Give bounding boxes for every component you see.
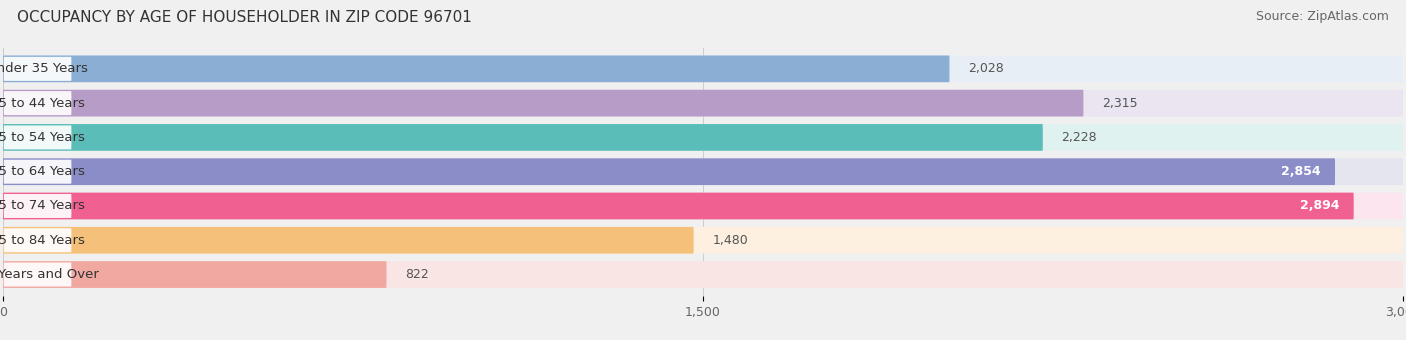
Text: 75 to 84 Years: 75 to 84 Years bbox=[0, 234, 84, 247]
Text: OCCUPANCY BY AGE OF HOUSEHOLDER IN ZIP CODE 96701: OCCUPANCY BY AGE OF HOUSEHOLDER IN ZIP C… bbox=[17, 10, 472, 25]
FancyBboxPatch shape bbox=[3, 124, 1403, 151]
Text: 822: 822 bbox=[405, 268, 429, 281]
FancyBboxPatch shape bbox=[4, 194, 72, 218]
Text: 2,315: 2,315 bbox=[1102, 97, 1137, 109]
FancyBboxPatch shape bbox=[3, 227, 693, 254]
Text: 65 to 74 Years: 65 to 74 Years bbox=[0, 200, 84, 212]
Text: 2,228: 2,228 bbox=[1062, 131, 1097, 144]
Text: 45 to 54 Years: 45 to 54 Years bbox=[0, 131, 84, 144]
Text: 2,894: 2,894 bbox=[1301, 200, 1340, 212]
FancyBboxPatch shape bbox=[3, 193, 1403, 219]
Text: 1,480: 1,480 bbox=[713, 234, 748, 247]
FancyBboxPatch shape bbox=[3, 261, 1403, 288]
FancyBboxPatch shape bbox=[3, 124, 1043, 151]
Text: Source: ZipAtlas.com: Source: ZipAtlas.com bbox=[1256, 10, 1389, 23]
FancyBboxPatch shape bbox=[3, 158, 1403, 185]
FancyBboxPatch shape bbox=[3, 55, 949, 82]
FancyBboxPatch shape bbox=[4, 262, 72, 287]
FancyBboxPatch shape bbox=[3, 193, 1354, 219]
Text: 55 to 64 Years: 55 to 64 Years bbox=[0, 165, 84, 178]
FancyBboxPatch shape bbox=[3, 90, 1403, 117]
Text: 2,028: 2,028 bbox=[969, 62, 1004, 75]
Text: Under 35 Years: Under 35 Years bbox=[0, 62, 89, 75]
FancyBboxPatch shape bbox=[3, 227, 1403, 254]
Text: 2,854: 2,854 bbox=[1281, 165, 1322, 178]
Text: 35 to 44 Years: 35 to 44 Years bbox=[0, 97, 84, 109]
FancyBboxPatch shape bbox=[3, 90, 1084, 117]
FancyBboxPatch shape bbox=[4, 160, 72, 184]
FancyBboxPatch shape bbox=[3, 55, 1403, 82]
FancyBboxPatch shape bbox=[4, 125, 72, 149]
Text: 85 Years and Over: 85 Years and Over bbox=[0, 268, 98, 281]
FancyBboxPatch shape bbox=[3, 261, 387, 288]
FancyBboxPatch shape bbox=[4, 228, 72, 252]
FancyBboxPatch shape bbox=[4, 91, 72, 115]
FancyBboxPatch shape bbox=[3, 158, 1336, 185]
FancyBboxPatch shape bbox=[4, 57, 72, 81]
